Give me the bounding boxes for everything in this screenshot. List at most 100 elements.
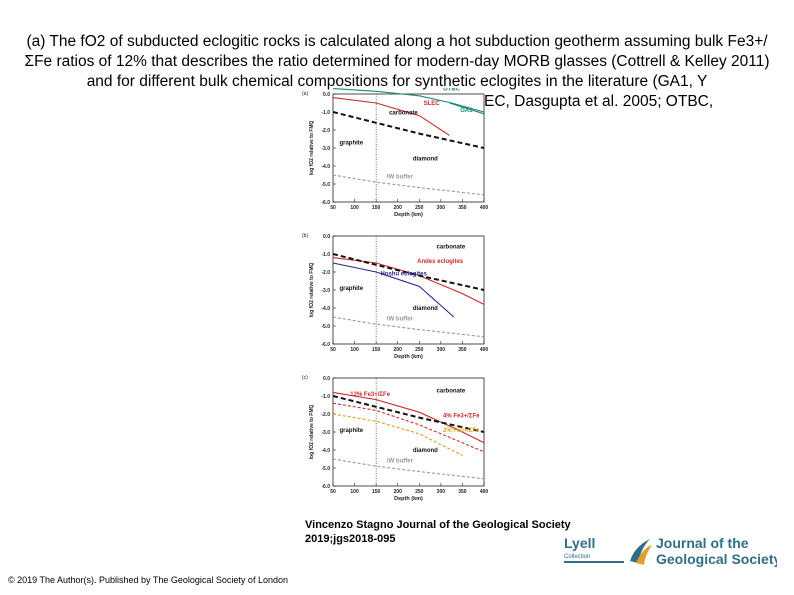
annotation: IW buffer: [387, 317, 414, 323]
x-tick-label: 100: [350, 489, 359, 495]
x-tick-label: 400: [480, 347, 489, 353]
y-tick-label: -5.0: [321, 182, 330, 188]
x-tick-label: 350: [458, 205, 467, 211]
annotation: diamond: [413, 306, 438, 312]
series-line: [332, 262, 455, 318]
annotation: carbonate: [437, 245, 466, 251]
series-line: [332, 88, 485, 113]
annotation: IW buffer: [387, 175, 414, 181]
y-tick-label: -4.0: [321, 448, 330, 454]
y-axis-label: log fO2 relative to FMQ: [309, 121, 315, 176]
series-line: [332, 316, 485, 338]
series-line: [332, 391, 485, 444]
y-tick-label: -6.0: [321, 342, 330, 348]
x-tick-label: 250: [415, 489, 424, 495]
x-tick-label: 100: [350, 347, 359, 353]
y-tick-label: -4.0: [321, 306, 330, 312]
y-tick-label: 0.0: [323, 376, 330, 382]
annotation: carbonate: [437, 388, 466, 394]
x-tick-label: 50: [330, 347, 336, 353]
series-line: [332, 174, 485, 196]
x-tick-label: 350: [458, 347, 467, 353]
y-tick-label: -3.0: [321, 430, 330, 436]
series-line: [332, 413, 463, 456]
annotation: Andes eclogites: [417, 259, 464, 265]
x-axis-label: Depth (km): [394, 212, 423, 218]
annotation: Hoshu eclogites: [380, 272, 427, 278]
x-tick-label: 300: [437, 205, 446, 211]
logo-lyell-sub: Collection: [564, 554, 590, 560]
y-tick-label: -3.0: [321, 146, 330, 152]
y-tick-label: -1.0: [321, 394, 330, 400]
annotation: graphite: [339, 286, 363, 292]
series-line: [332, 111, 485, 149]
figure-panels: (a) 0.0 -1.0 -2.0 -3.0 -4.0 -5.0 -6.0 50 100 150 20…: [300, 88, 490, 506]
x-tick-label: 150: [372, 489, 381, 495]
y-tick-label: -2.0: [321, 412, 330, 418]
series-line: [332, 253, 485, 291]
annotation: 4% Fe3+/ΣFe: [443, 414, 480, 420]
y-axis-label: log fO2 relative to FMQ: [309, 405, 315, 460]
logo-lyell: Lyell: [564, 535, 595, 551]
annotation: IW buffer: [387, 459, 414, 465]
journal-logo: Lyell Collection Journal of the Geologic…: [562, 531, 781, 569]
y-tick-label: -1.0: [321, 110, 330, 116]
y-tick-label: -1.0: [321, 252, 330, 258]
y-tick-label: 0.0: [323, 92, 330, 98]
copyright: © 2019 The Author(s). Published by The G…: [8, 575, 288, 585]
panel-label: (c): [302, 375, 308, 381]
y-tick-label: -6.0: [321, 484, 330, 490]
annotation: carbonate: [389, 111, 418, 117]
x-tick-label: 150: [372, 347, 381, 353]
y-tick-label: -5.0: [321, 466, 330, 472]
annotation: 2% Fe3+/ΣFe: [443, 428, 480, 434]
series-line: [332, 97, 450, 136]
y-tick-label: -5.0: [321, 324, 330, 330]
x-tick-label: 50: [330, 205, 336, 211]
attribution-line1: Vincenzo Stagno Journal of the Geologica…: [305, 519, 571, 531]
panel-label: (a): [302, 91, 308, 97]
annotation: GA1: [460, 108, 473, 114]
x-tick-label: 250: [415, 347, 424, 353]
annotation: graphite: [339, 428, 363, 434]
figure-svg: (a) 0.0-1.0-2.0-3.0-4.0-5.0-6.050 100 150 20…: [302, 88, 489, 502]
series-line: [332, 458, 485, 480]
y-tick-label: 0.0: [323, 234, 330, 240]
x-tick-label: 100: [350, 205, 359, 211]
caption-tail: EC, Dasgupta et al. 2005; OTBC,: [484, 93, 714, 110]
y-tick-label: -2.0: [321, 128, 330, 134]
x-axis-label: Depth (km): [394, 354, 423, 360]
y-tick-label: -2.0: [321, 270, 330, 276]
annotation: graphite: [339, 140, 363, 146]
x-tick-label: 250: [415, 205, 424, 211]
x-tick-label: 300: [437, 347, 446, 353]
caption-text: (a) The fO2 of subducted eclogitic rocks…: [24, 33, 770, 90]
x-tick-label: 300: [437, 489, 446, 495]
x-tick-label: 400: [480, 205, 489, 211]
y-axis-label: log fO2 relative to FMQ: [309, 263, 315, 318]
panel-label: (b): [302, 233, 308, 239]
annotation: SLEC: [424, 101, 441, 107]
x-tick-label: 200: [394, 489, 403, 495]
x-tick-label: 200: [394, 347, 403, 353]
annotation: OTBC: [443, 88, 461, 92]
x-tick-label: 200: [394, 205, 403, 211]
logo-mark-icon: [630, 539, 652, 565]
y-tick-label: -6.0: [321, 200, 330, 206]
y-tick-label: -4.0: [321, 164, 330, 170]
figure-caption: (a) The fO2 of subducted eclogitic rocks…: [22, 32, 772, 92]
attribution-line2: 2019;jgs2018-095: [305, 533, 396, 545]
annotation: 12% Fe3+/ΣFe: [350, 392, 390, 398]
annotation: diamond: [413, 157, 438, 163]
x-tick-label: 50: [330, 489, 336, 495]
logo-journal-line2: Geological Society: [656, 551, 777, 567]
logo-journal-line1: Journal of the: [656, 535, 749, 551]
y-tick-label: -3.0: [321, 288, 330, 294]
x-axis-label: Depth (km): [394, 496, 423, 502]
x-tick-label: 150: [372, 205, 381, 211]
attribution: Vincenzo Stagno Journal of the Geologica…: [305, 518, 571, 546]
x-tick-label: 350: [458, 489, 467, 495]
series-line: [449, 102, 485, 115]
x-tick-label: 400: [480, 489, 489, 495]
annotation: diamond: [413, 448, 438, 454]
